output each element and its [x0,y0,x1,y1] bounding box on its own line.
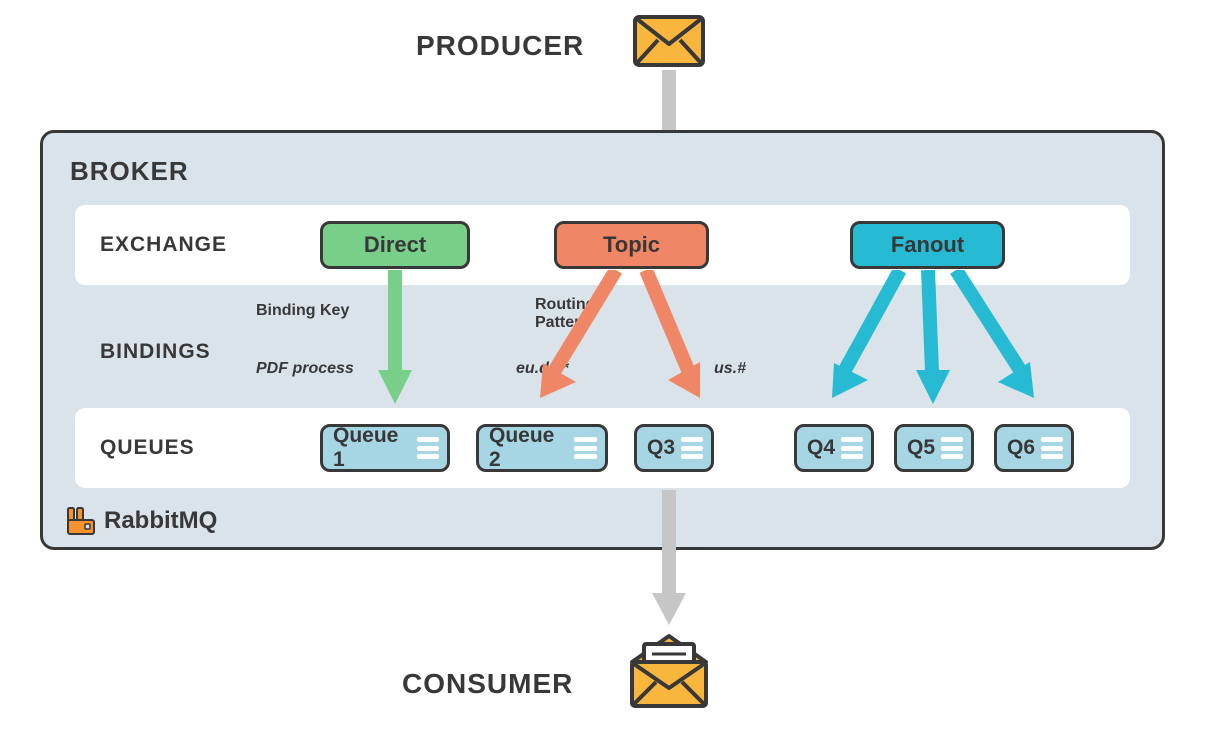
exchange-direct-label: Direct [364,232,426,258]
queue-bars-icon [574,437,597,459]
queue-3-label: Q3 [647,436,675,460]
producer-label: PRODUCER [416,30,584,62]
queue-bars-icon [1041,437,1063,459]
queue-4: Q4 [794,424,874,472]
queue-2-label: Queue 2 [489,424,568,472]
broker-label: BROKER [70,156,189,187]
rabbitmq-brand-label: RabbitMQ [104,507,217,535]
exchange-direct: Direct [320,221,470,269]
queue-bars-icon [417,437,439,459]
queue-3: Q3 [634,424,714,472]
queue-bars-icon [941,437,963,459]
queue-5: Q5 [894,424,974,472]
rabbitmq-brand: RabbitMQ [66,506,217,536]
queue-bars-icon [841,437,863,459]
rabbitmq-icon [66,506,96,536]
queue-4-label: Q4 [807,436,835,460]
arrow-broker-to-consumer [649,490,689,640]
queue-6: Q6 [994,424,1074,472]
queue-1-label: Queue 1 [333,424,411,472]
exchange-fanout: Fanout [850,221,1005,269]
queue-bars-icon [681,437,703,459]
queue-5-label: Q5 [907,436,935,460]
exchange-section-label: EXCHANGE [100,233,227,257]
queue-2: Queue 2 [476,424,608,472]
consumer-label: CONSUMER [402,668,573,700]
exchange-topic: Topic [554,221,709,269]
queue-6-label: Q6 [1007,436,1035,460]
exchange-topic-label: Topic [603,232,660,258]
producer-envelope-icon [632,14,706,73]
queue-1: Queue 1 [320,424,450,472]
queues-section-label: QUEUES [100,436,195,460]
binding-arrows [0,270,1206,420]
exchange-fanout-label: Fanout [891,232,964,258]
consumer-envelope-icon [626,630,712,715]
